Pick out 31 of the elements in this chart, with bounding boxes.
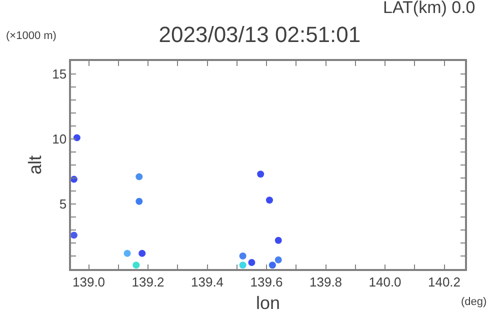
y-axis-title: alt <box>24 155 45 175</box>
point <box>239 262 246 269</box>
x-tick-label: 139.6 <box>250 274 283 290</box>
point <box>248 259 256 266</box>
point <box>73 134 80 142</box>
point <box>124 250 131 257</box>
text: (deg) <box>461 296 487 308</box>
x-tick-label: 139.8 <box>309 274 342 290</box>
point <box>138 250 146 257</box>
point <box>274 256 282 264</box>
x-tick-label: 139.2 <box>132 274 164 290</box>
point <box>136 173 143 180</box>
x-tick-label: 140.0 <box>368 274 402 290</box>
point <box>239 252 246 260</box>
x-tick-label: 139.4 <box>190 274 224 290</box>
point <box>132 262 140 269</box>
point <box>136 198 143 205</box>
point <box>274 236 282 244</box>
x-axis-title: lon <box>256 292 280 313</box>
x-tick-label: 140.2 <box>428 274 461 290</box>
chart-title: 2023/03/13 02:51:01 <box>158 22 361 47</box>
y-tick-label: 10 <box>52 132 67 147</box>
x-tick-label: 139.0 <box>72 274 106 290</box>
point <box>268 262 276 269</box>
point <box>71 232 78 239</box>
point <box>266 196 273 204</box>
y-tick-label: 5 <box>59 196 67 212</box>
chart-subtitle: LAT(km) 0.0 <box>383 0 476 17</box>
y-tick-label: 15 <box>52 66 67 82</box>
text: (×1000 m) <box>6 30 56 42</box>
point <box>257 170 264 178</box>
